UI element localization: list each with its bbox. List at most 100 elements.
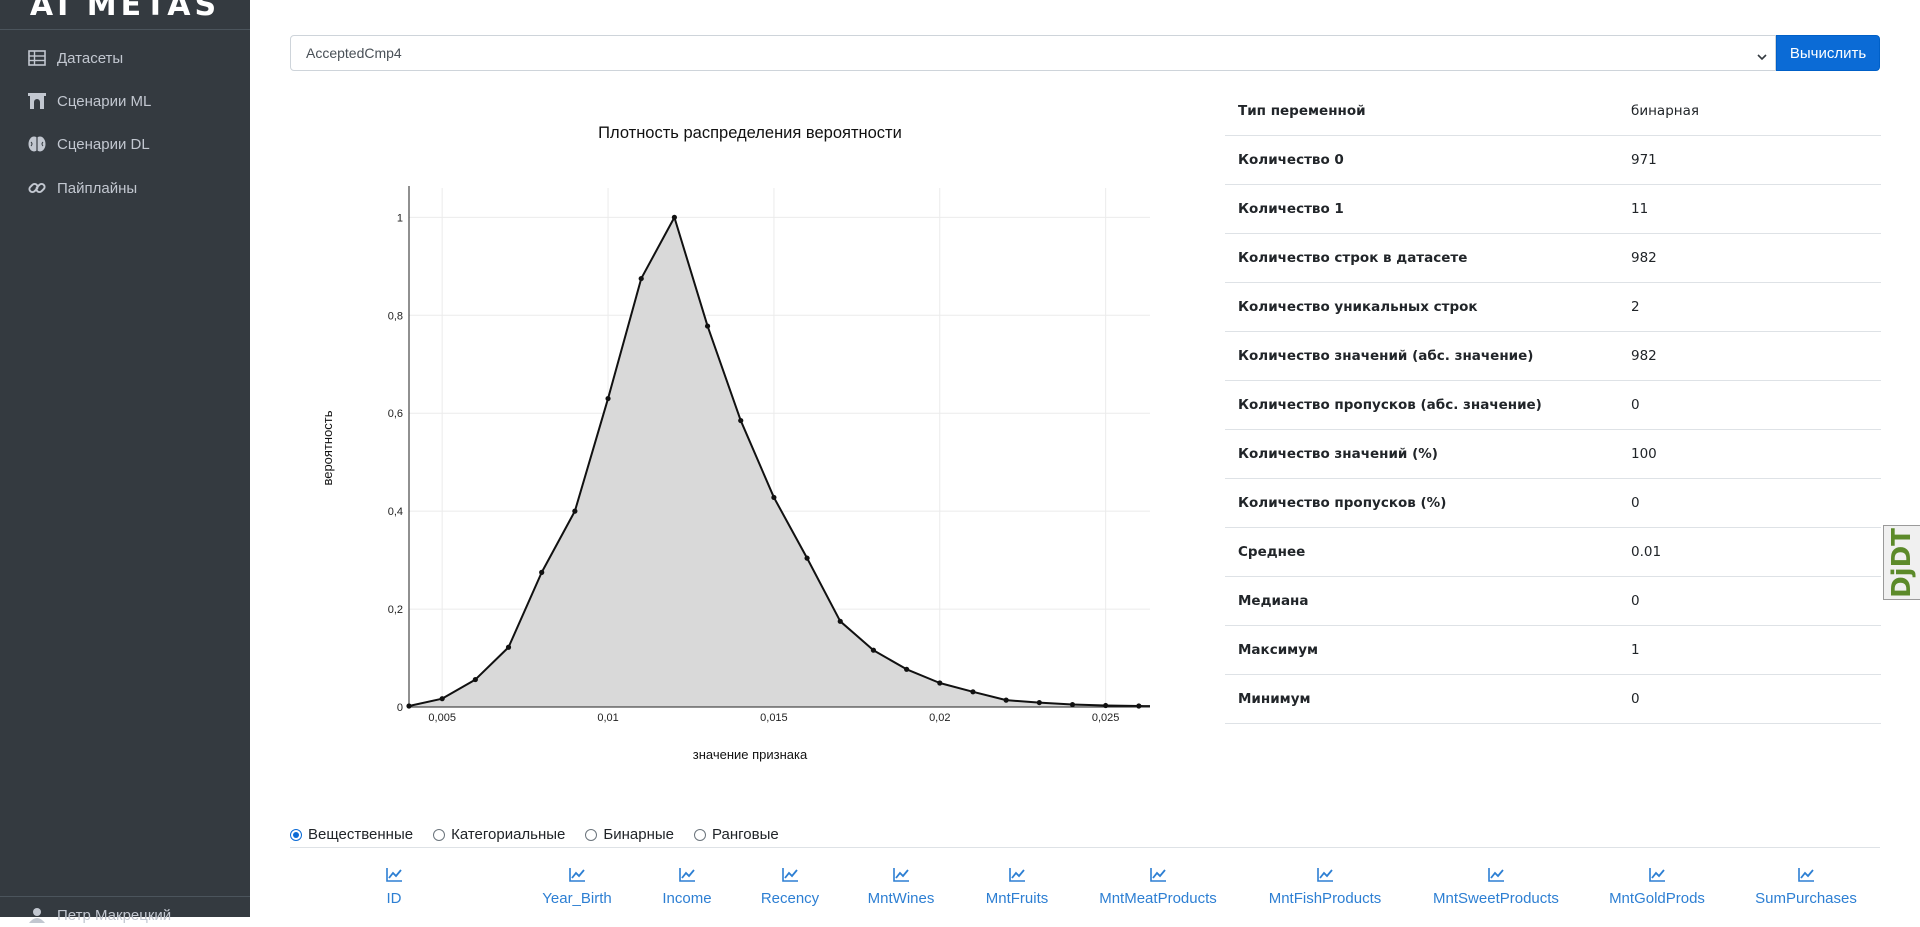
stat-value: 0: [1618, 380, 1881, 430]
data-point: [1003, 697, 1009, 703]
feature-label: MntMeatProducts: [1099, 890, 1217, 907]
data-point: [572, 508, 578, 514]
debug-toolbar-handle[interactable]: DjDT: [1883, 525, 1920, 600]
chart-line-icon: [1009, 868, 1025, 886]
feature-link[interactable]: Recency: [720, 868, 860, 907]
stats-row: Количество строк в датасете 982: [1225, 233, 1881, 283]
data-point: [472, 676, 478, 683]
chart-points: [406, 214, 1142, 709]
x-tick-label: 0,015: [760, 712, 788, 724]
feature-label: ID: [386, 890, 402, 907]
feature-link[interactable]: MntMeatProducts: [1088, 868, 1228, 907]
radio-label: Категориальные: [451, 826, 566, 843]
data-point: [837, 618, 843, 624]
user-icon: [27, 905, 47, 925]
chart-line-icon: [1798, 868, 1814, 886]
chart-ticks: 0,005 0,01 0,015 0,02 0,025 0 0,2 0,4 0,6 0,8 1: [388, 212, 1120, 724]
feature-link[interactable]: MntFishProducts: [1255, 868, 1395, 907]
table-icon: [27, 48, 47, 68]
stat-label: Количество уникальных строк: [1225, 282, 1618, 332]
x-tick-label: 0,02: [929, 712, 950, 724]
radio-button[interactable]: [433, 828, 446, 841]
stats-row: Количество уникальных строк 2: [1225, 282, 1881, 332]
radio-rank[interactable]: Ранговые: [694, 826, 779, 843]
radio-label: Ранговые: [712, 826, 779, 843]
stats-row: Количество значений (абс. значение) 982: [1225, 331, 1881, 381]
series-area: [409, 217, 1150, 707]
radio-button[interactable]: [290, 828, 302, 841]
feature-label: MntSweetProducts: [1433, 890, 1559, 907]
stats-row: Количество значений (%) 100: [1225, 429, 1881, 479]
stat-value: 0.01: [1618, 527, 1881, 577]
stats-row: Медиана 0: [1225, 576, 1881, 626]
stat-label: Количество значений (абс. значение): [1225, 331, 1618, 381]
feature-label: MntWines: [867, 890, 935, 907]
feature-link[interactable]: ID: [324, 868, 464, 907]
sidebar: AI METAS Датасеты Сценарии ML Сценарии D…: [0, 0, 250, 924]
radio-label: Вещественные: [308, 826, 414, 843]
chart-line-icon: [1150, 868, 1166, 886]
stat-value: 0: [1618, 478, 1881, 528]
chart-line-icon: [569, 868, 585, 886]
sidebar-item-label: Пайплайны: [57, 179, 138, 197]
radio-binary[interactable]: Бинарные: [585, 826, 674, 843]
chart-line-icon: [679, 868, 695, 886]
radio-button[interactable]: [585, 828, 598, 841]
sidebar-item-datasets[interactable]: Датасеты: [27, 46, 123, 70]
y-tick-label: 0: [397, 702, 403, 714]
data-point: [904, 666, 910, 672]
feature-label: MntGoldProds: [1609, 890, 1705, 907]
feature-link[interactable]: MntSweetProducts: [1426, 868, 1566, 907]
data-point: [605, 395, 611, 402]
radio-button[interactable]: [694, 828, 707, 841]
feature-link[interactable]: Year_Birth: [507, 868, 647, 907]
brand-logo[interactable]: AI METAS: [29, 0, 221, 23]
chevron-down-icon: [1757, 48, 1767, 66]
density-chart: Плотность распределения вероятности 0,00…: [320, 124, 1150, 762]
sidebar-item-dl-scenarios[interactable]: Сценарии DL: [27, 132, 150, 156]
data-point: [505, 644, 512, 650]
y-tick-label: 0,4: [388, 506, 403, 518]
sidebar-item-ml-scenarios[interactable]: Сценарии ML: [27, 89, 151, 113]
link-icon: [27, 178, 47, 198]
chart-title: Плотность распределения вероятности: [598, 124, 902, 142]
chart-line-icon: [386, 868, 402, 886]
chart-line-icon: [1488, 868, 1504, 886]
sidebar-divider: [0, 896, 250, 897]
chart-axes: [408, 186, 1150, 708]
x-tick-label: 0,005: [428, 712, 456, 724]
radio-real[interactable]: Вещественные: [290, 826, 413, 843]
stat-label: Количество 0: [1225, 135, 1618, 185]
feature-label: MntFruits: [985, 890, 1049, 907]
feature-link[interactable]: MntWines: [831, 868, 971, 907]
main-content: AcceptedCmp4 Вычислить Плотность распред…: [250, 0, 1920, 917]
stat-value: 100: [1618, 429, 1881, 479]
feature-label: MntFishProducts: [1268, 890, 1382, 907]
sidebar-item-label: Сценарии DL: [57, 135, 150, 153]
data-point: [937, 680, 943, 686]
user-panel[interactable]: Петр Макрецкий: [27, 903, 171, 927]
stats-row: Максимум 1: [1225, 625, 1881, 675]
chart-line-icon: [1649, 868, 1665, 886]
feature-link[interactable]: Income: [617, 868, 757, 907]
stats-row: Количество 0 971: [1225, 135, 1881, 185]
calculate-button[interactable]: Вычислить: [1776, 35, 1880, 71]
archway-icon: [27, 91, 47, 111]
feature-type-radios: Вещественные Категориальные Бинарные Ран…: [290, 826, 799, 843]
feature-label: Recency: [760, 890, 820, 907]
stat-label: Тип переменной: [1225, 87, 1618, 136]
feature-select[interactable]: AcceptedCmp4: [290, 35, 1776, 71]
x-tick-label: 0,025: [1092, 712, 1120, 724]
feature-link[interactable]: MntGoldProds: [1587, 868, 1727, 907]
sidebar-item-pipelines[interactable]: Пайплайны: [27, 176, 137, 200]
section-divider: [290, 847, 1880, 848]
stat-label: Максимум: [1225, 625, 1618, 675]
feature-link[interactable]: SumPurchases: [1736, 868, 1876, 907]
x-tick-label: 0,01: [597, 712, 618, 724]
stats-row: Количество 1 11: [1225, 184, 1881, 234]
feature-link[interactable]: MntFruits: [947, 868, 1087, 907]
radio-categorical[interactable]: Категориальные: [433, 826, 565, 843]
chart-line-icon: [1317, 868, 1333, 886]
stat-value: 2: [1618, 282, 1881, 332]
data-point: [1069, 701, 1076, 708]
